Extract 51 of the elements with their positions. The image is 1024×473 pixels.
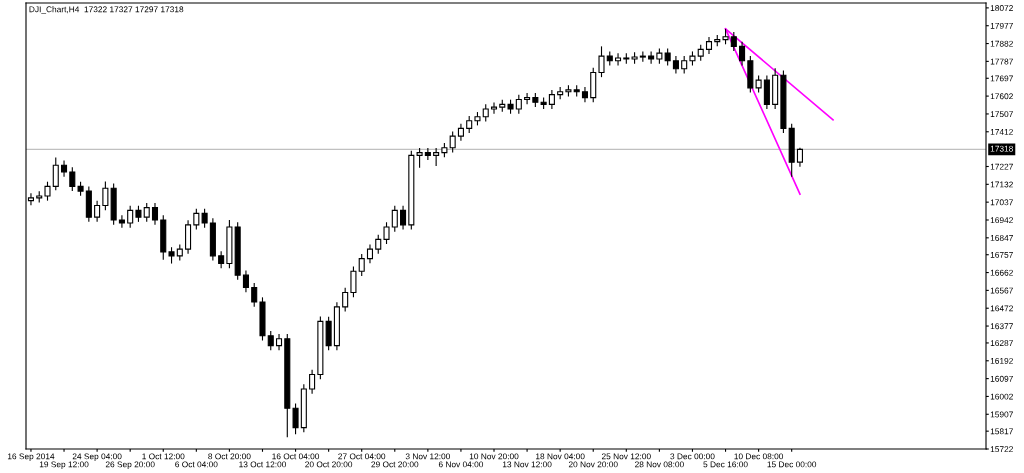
x-tick-label: 3 Nov 12:00 (405, 453, 451, 460)
y-tick-label: 16942 (990, 217, 1013, 224)
x-tick-label: 13 Oct 12:00 (239, 461, 287, 468)
y-tick-label: 16662 (990, 269, 1013, 276)
ref-line-label: 17318 (990, 145, 1013, 152)
x-tick-label: 5 Dec 16:00 (703, 461, 748, 468)
y-tick-label: 17507 (990, 111, 1013, 118)
x-tick-label: 20 Nov 20:00 (568, 461, 618, 468)
x-tick-label: 16 Sep 2014 (7, 453, 55, 461)
y-tick-label: 17697 (990, 75, 1013, 82)
x-tick-label: 8 Oct 20:00 (208, 453, 251, 460)
y-tick-label: 17787 (990, 58, 1013, 65)
x-tick-label: 27 Oct 04:00 (338, 453, 386, 460)
y-tick-label: 18072 (990, 5, 1013, 11)
y-tick-label: 17602 (990, 93, 1013, 100)
y-tick-label: 17227 (990, 163, 1013, 170)
y-tick-label: 15722 (990, 446, 1013, 453)
y-tick-label: 16192 (990, 357, 1013, 364)
y-tick-label: 17132 (990, 181, 1013, 188)
x-tick-label: 3 Dec 00:00 (670, 453, 715, 460)
y-tick-label: 17412 (990, 128, 1013, 135)
y-tick-label: 17037 (990, 199, 1013, 206)
y-tick-label: 16287 (990, 340, 1013, 347)
x-tick-label: 25 Nov 12:00 (601, 453, 651, 460)
x-tick-label: 29 Oct 20:00 (371, 461, 419, 468)
y-tick-label: 16377 (990, 323, 1013, 330)
x-tick-label: 10 Dec 08:00 (734, 453, 784, 460)
x-tick-label: 19 Sep 12:00 (39, 461, 89, 469)
x-tick-label: 20 Oct 20:00 (305, 461, 353, 468)
y-tick-label: 16847 (990, 235, 1013, 241)
x-tick-label: 16 Oct 04:00 (272, 453, 320, 460)
y-tick-label: 16757 (990, 251, 1013, 258)
y-tick-label: 17882 (990, 40, 1013, 47)
x-tick-label: 10 Nov 20:00 (469, 453, 519, 460)
x-tick-label: 24 Sep 04:00 (72, 453, 122, 461)
x-tick-label: 15 Dec 00:00 (767, 461, 817, 468)
x-tick-label: 13 Nov 12:00 (502, 461, 552, 468)
y-tick-label: 15817 (990, 428, 1013, 435)
y-tick-label: 17977 (990, 22, 1013, 29)
x-tick-label: 28 Nov 08:00 (635, 461, 684, 468)
x-tick-label: 6 Nov 04:00 (438, 461, 484, 468)
x-tick-label: 6 Oct 04:00 (175, 461, 218, 468)
y-tick-label: 15907 (990, 411, 1013, 418)
chart-title: DJI_Chart,H4 17322 17327 17297 17318 (29, 6, 184, 14)
y-tick-label: 16472 (990, 305, 1013, 312)
x-tick-label: 26 Sep 20:00 (105, 461, 155, 469)
y-tick-label: 16097 (990, 375, 1013, 382)
y-tick-label: 16002 (990, 393, 1013, 400)
x-tick-label: 18 Nov 04:00 (536, 453, 585, 460)
x-tick-label: 1 Oct 12:00 (142, 453, 185, 460)
y-tick-label: 16567 (990, 287, 1013, 294)
